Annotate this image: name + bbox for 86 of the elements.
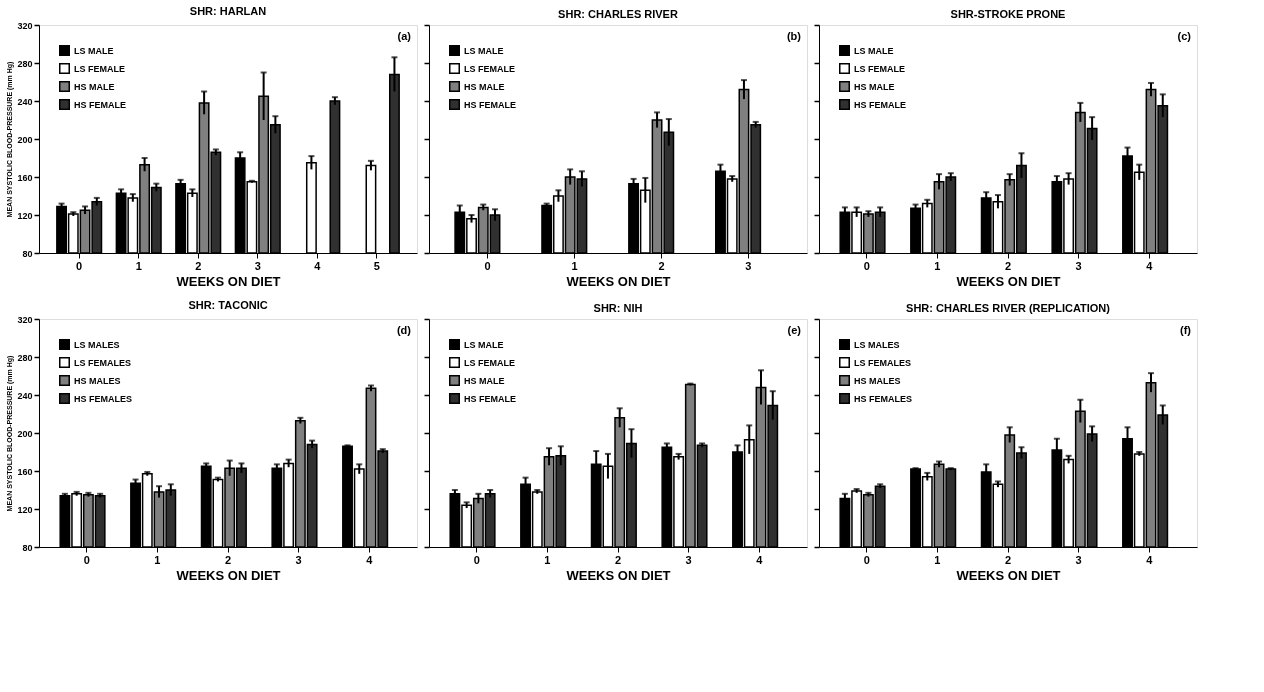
x-tick-label: 2	[195, 259, 202, 272]
y-tick-label: 160	[17, 172, 33, 183]
x-tick-label: 2	[1004, 259, 1012, 272]
x-axis-title: WEEKS ON DIET	[176, 273, 281, 289]
x-tick-label: 2	[224, 553, 232, 566]
x-tick-label: 1	[544, 553, 551, 566]
legend-label: LS MALES	[74, 339, 120, 350]
y-tick-label: 160	[17, 466, 33, 477]
x-tick-label: 4	[314, 259, 322, 272]
x-tick-label: 1	[934, 553, 941, 566]
annotation: (a)	[397, 30, 412, 42]
legend-label: HS MALE	[464, 81, 505, 92]
x-tick-label: 0	[76, 259, 83, 272]
annotation: (d)	[396, 324, 412, 336]
legend-label: LS FEMALE	[464, 63, 515, 74]
legend-label: LS MALE	[464, 339, 504, 350]
legend-label: HS FEMALES	[854, 393, 913, 404]
legend-label: HS FEMALES	[74, 393, 133, 404]
x-tick-label: 4	[1146, 553, 1154, 566]
legend-label: LS MALES	[854, 339, 900, 350]
annotation: (e)	[787, 324, 802, 336]
x-tick-label: 2	[1004, 553, 1012, 566]
chart-title: SHR: CHARLES RIVER (REPLICATION)	[906, 302, 1111, 315]
legend-label: LS MALE	[464, 45, 504, 56]
x-tick-label: 0	[863, 553, 870, 566]
chart-title: SHR-STROKE PRONE	[950, 8, 1066, 21]
x-tick-label: 1	[571, 259, 578, 272]
y-tick-label: 80	[22, 542, 33, 553]
x-tick-label: 3	[685, 553, 692, 566]
x-tick-label: 3	[295, 553, 302, 566]
x-tick-label: 1	[934, 259, 941, 272]
legend-label: LS FEMALE	[464, 357, 515, 368]
x-tick-label: 1	[135, 259, 142, 272]
y-tick-label: 280	[17, 58, 33, 69]
x-tick-label: 4	[756, 553, 764, 566]
chart-title: SHR: CHARLES RIVER	[558, 8, 678, 21]
legend-label: LS FEMALE	[74, 63, 125, 74]
y-tick-label: 320	[17, 20, 33, 31]
x-tick-label: 5	[373, 259, 380, 272]
y-tick-label: 240	[17, 96, 33, 107]
x-axis-title: WEEKS ON DIET	[956, 273, 1061, 289]
y-tick-label: 280	[17, 352, 33, 363]
x-tick-label: 2	[658, 259, 665, 272]
x-axis-title: WEEKS ON DIET	[566, 567, 671, 583]
x-tick-label: 4	[1146, 259, 1154, 272]
x-tick-label: 0	[83, 553, 90, 566]
x-tick-label: 3	[745, 259, 752, 272]
x-axis-title: WEEKS ON DIET	[956, 567, 1061, 583]
legend-label: HS MALE	[74, 81, 115, 92]
legend-label: LS FEMALES	[854, 357, 912, 368]
x-tick-label: 4	[366, 553, 374, 566]
legend-label: LS MALE	[74, 45, 114, 56]
x-tick-label: 3	[1075, 553, 1082, 566]
legend-label: LS FEMALES	[74, 357, 132, 368]
x-tick-label: 1	[154, 553, 161, 566]
legend-label: HS FEMALE	[74, 99, 127, 110]
legend-label: HS MALES	[74, 375, 121, 386]
x-tick-label: 3	[254, 259, 261, 272]
annotation: (b)	[786, 30, 802, 42]
legend-label: HS FEMALE	[464, 99, 517, 110]
x-axis-title: WEEKS ON DIET	[176, 567, 281, 583]
annotation: (c)	[1177, 30, 1192, 42]
legend-label: HS MALE	[854, 81, 895, 92]
annotation: (f)	[1180, 324, 1192, 336]
y-tick-label: 120	[17, 210, 33, 221]
x-axis-title: WEEKS ON DIET	[566, 273, 671, 289]
legend-label: HS MALES	[854, 375, 901, 386]
x-tick-label: 3	[1075, 259, 1082, 272]
y-tick-label: 200	[17, 428, 33, 439]
y-tick-label: 120	[17, 504, 33, 515]
y-tick-label: 320	[17, 314, 33, 325]
legend-label: HS FEMALE	[854, 99, 907, 110]
legend-label: LS MALE	[854, 45, 894, 56]
x-tick-label: 0	[484, 259, 491, 272]
legend-label: HS MALE	[464, 375, 505, 386]
chart-title: SHR: NIH	[593, 302, 643, 315]
legend-label: LS FEMALE	[854, 63, 905, 74]
y-tick-label: 200	[17, 134, 33, 145]
chart-title: SHR: TACONIC	[188, 299, 268, 311]
x-tick-label: 0	[473, 553, 480, 566]
y-tick-label: 240	[17, 390, 33, 401]
x-tick-label: 2	[614, 553, 622, 566]
legend-label: HS FEMALE	[464, 393, 517, 404]
x-tick-label: 0	[863, 259, 870, 272]
y-tick-label: 80	[22, 248, 33, 259]
chart-title: SHR: HARLAN	[189, 5, 267, 17]
